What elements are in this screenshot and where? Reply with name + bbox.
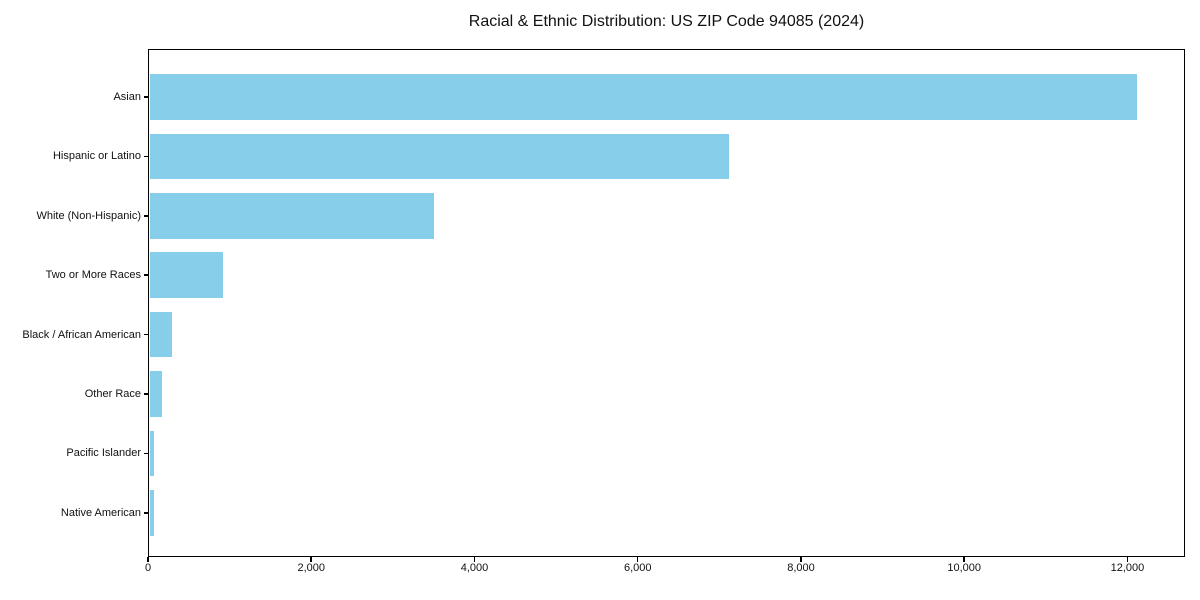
- x-tick-mark: [147, 557, 149, 562]
- y-tick-mark: [143, 274, 148, 276]
- bar-hispanic-or-latino: [149, 133, 730, 180]
- bar-white-non-hispanic: [149, 193, 435, 239]
- y-tick-label: White (Non-Hispanic): [36, 209, 141, 222]
- y-tick-mark: [143, 512, 148, 514]
- bar-asian: [149, 74, 1138, 120]
- x-tick-label: 10,000: [947, 562, 982, 574]
- y-tick-label: Other Race: [84, 388, 141, 400]
- plot-area: [148, 49, 1185, 557]
- y-tick-label: Native American: [60, 506, 141, 519]
- x-tick-label: 2,000: [297, 562, 325, 574]
- bar-native-american: [149, 490, 154, 536]
- y-tick-label: Black / African American: [22, 328, 141, 341]
- chart-title: Racial & Ethnic Distribution: US ZIP Cod…: [468, 13, 865, 30]
- x-tick-label: 6,000: [623, 562, 652, 574]
- x-tick-label: 8,000: [787, 562, 815, 574]
- bar-other-race: [149, 371, 163, 417]
- x-tick-mark: [473, 557, 476, 562]
- bar-pacific-islander: [149, 430, 155, 477]
- y-tick-mark: [143, 215, 148, 217]
- bar-black-african-american: [149, 311, 172, 358]
- x-tick-mark: [310, 557, 312, 562]
- y-tick-mark: [143, 452, 148, 455]
- y-tick-label: Pacific Islander: [66, 447, 141, 460]
- y-tick-mark: [143, 333, 148, 336]
- x-tick-mark: [963, 557, 965, 562]
- y-tick-label: Two or More Races: [45, 269, 141, 282]
- x-tick-label: 4,000: [460, 562, 489, 574]
- x-tick-mark: [1126, 557, 1129, 562]
- x-tick-label: 0: [144, 562, 152, 574]
- y-tick-mark: [143, 393, 148, 395]
- x-tick-mark: [800, 557, 802, 562]
- y-tick-mark: [143, 155, 148, 158]
- x-tick-label: 12,000: [1110, 562, 1145, 574]
- y-tick-label: Hispanic or Latino: [52, 150, 141, 163]
- y-tick-label: Asian: [113, 91, 141, 103]
- bar-two-or-more-races: [149, 252, 224, 298]
- y-tick-mark: [143, 96, 148, 98]
- x-tick-mark: [636, 557, 639, 562]
